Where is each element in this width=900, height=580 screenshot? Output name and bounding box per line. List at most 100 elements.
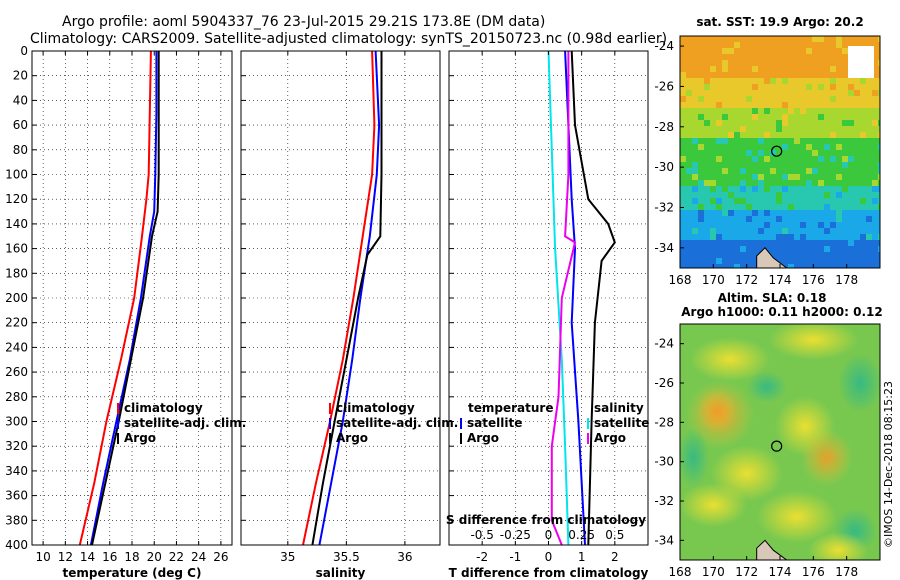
sst-cell: [854, 90, 860, 96]
y-tick-label: 280: [5, 390, 28, 404]
x-tick-label: 12: [58, 550, 73, 564]
sst-cell: [842, 162, 848, 168]
sst-cell: [788, 114, 794, 120]
sst-cell: [698, 180, 704, 186]
sst-cell: [686, 138, 692, 144]
sst-cell: [722, 78, 728, 84]
sst-cell: [848, 126, 854, 132]
sst-cell: [794, 48, 800, 54]
sst-cell: [830, 228, 836, 234]
sst-cell: [716, 192, 722, 198]
sst-cell: [836, 264, 842, 268]
sst-cell: [716, 168, 722, 174]
sst-cell: [680, 240, 686, 246]
sst-cell: [782, 96, 788, 102]
sst-cell: [872, 90, 878, 96]
map-y-tick-label: -24: [654, 337, 674, 351]
sst-cell: [878, 96, 880, 102]
sst-cell: [752, 144, 758, 150]
sst-cell: [752, 240, 758, 246]
sst-cell: [746, 42, 752, 48]
sst-cell: [728, 126, 734, 132]
sst-cell: [692, 132, 698, 138]
sst-cell: [740, 72, 746, 78]
sst-cell: [752, 102, 758, 108]
sst-cell: [740, 240, 746, 246]
map-y-tick-label: -34: [654, 241, 674, 255]
sst-cell: [812, 114, 818, 120]
sst-cell: [842, 144, 848, 150]
sst-cell: [740, 66, 746, 72]
sst-cell: [704, 54, 710, 60]
sst-cell: [686, 174, 692, 180]
sst-cell: [770, 48, 776, 54]
sst-cell: [728, 78, 734, 84]
sst-cell: [824, 114, 830, 120]
sst-cell: [686, 78, 692, 84]
sst-cell: [788, 192, 794, 198]
sst-cell: [764, 240, 770, 246]
sst-cell: [746, 132, 752, 138]
top-tick-label: -0.5: [470, 528, 493, 542]
sst-cell: [848, 84, 854, 90]
sst-cell: [770, 138, 776, 144]
sst-cell: [788, 96, 794, 102]
temperature-panel: 10 12 14 16 18 20 22 24 26 temperature (deg C) 0 20…: [5, 44, 246, 580]
legend-label: Argo: [124, 431, 156, 445]
map-y-tick-label: -28: [654, 415, 674, 429]
sst-cell: [710, 150, 716, 156]
sst-cell: [830, 90, 836, 96]
sst-cell: [698, 48, 704, 54]
sla-anomaly-9: [838, 353, 880, 413]
series-s-satellite: [547, 51, 570, 545]
sst-cell: [806, 216, 812, 222]
sst-cell: [752, 114, 758, 120]
sst-cell: [782, 252, 788, 258]
sst-cell: [872, 168, 878, 174]
sst-cell: [740, 90, 746, 96]
sst-cell: [878, 126, 880, 132]
sst-cell: [848, 150, 854, 156]
sst-cell: [782, 42, 788, 48]
sst-cell: [692, 198, 698, 204]
x-axis-label: T difference from climatology: [449, 566, 649, 580]
sst-cell: [746, 66, 752, 72]
sst-cell: [824, 90, 830, 96]
sst-cell: [758, 42, 764, 48]
sst-cell: [830, 72, 836, 78]
sst-cell: [788, 246, 794, 252]
sst-cell: [734, 36, 740, 42]
sst-cell: [830, 120, 836, 126]
sst-cell: [782, 240, 788, 246]
sst-cell: [830, 192, 836, 198]
sst-cell: [824, 120, 830, 126]
sst-cell: [872, 162, 878, 168]
sst-cell: [746, 102, 752, 108]
sst-cell: [812, 204, 818, 210]
sst-cell: [740, 168, 746, 174]
sst-cell: [770, 192, 776, 198]
series-climatology: [78, 51, 152, 545]
sst-cell: [824, 198, 830, 204]
sst-cell: [854, 240, 860, 246]
sst-cell: [722, 132, 728, 138]
sst-cell: [782, 156, 788, 162]
sst-cell: [794, 72, 800, 78]
sst-cell: [806, 138, 812, 144]
sst-cell: [734, 156, 740, 162]
sst-cell: [746, 72, 752, 78]
sst-cell: [680, 156, 686, 162]
map-x-tick-label: 176: [802, 565, 825, 579]
y-tick-label: 120: [5, 192, 28, 206]
sst-cell: [752, 252, 758, 258]
sst-cell: [746, 144, 752, 150]
sst-cell: [866, 186, 872, 192]
sst-cell: [698, 174, 704, 180]
y-tick-label: 0: [20, 44, 28, 58]
sst-cell: [752, 54, 758, 60]
sst-cell: [794, 186, 800, 192]
sst-cell: [698, 144, 704, 150]
sst-cell: [704, 246, 710, 252]
sst-cell: [848, 138, 854, 144]
sst-cell: [836, 48, 842, 54]
